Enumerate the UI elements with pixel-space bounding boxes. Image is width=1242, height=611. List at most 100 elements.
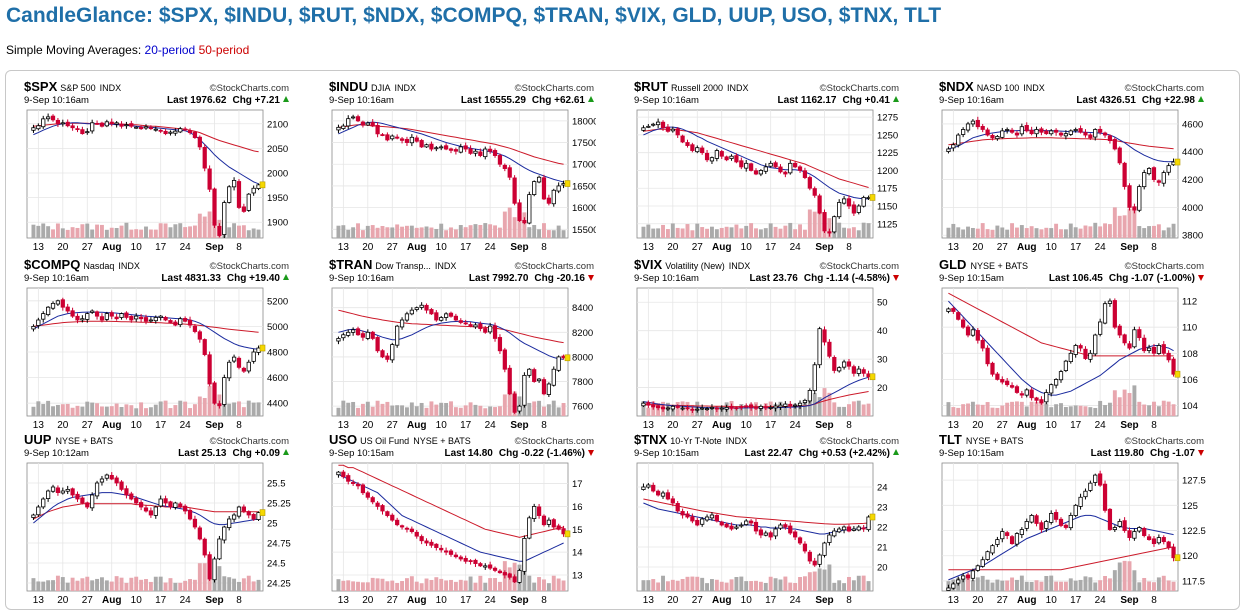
chart-timestamp: 9-Sep 10:15am: [329, 448, 394, 459]
candle-body: [807, 551, 812, 562]
candle-body: [773, 528, 778, 537]
volume-bar: [1098, 226, 1103, 238]
candle-body: [212, 382, 217, 404]
volume-bar: [114, 403, 119, 416]
volume-bar: [990, 407, 995, 416]
candle-body: [90, 494, 95, 509]
x-tick-label: 17: [155, 420, 167, 431]
candle-body: [143, 317, 149, 322]
chart-tnx[interactable]: $TNX 10-Yr T-Note INDX ©StockCharts.com 9-Se…: [633, 433, 901, 609]
x-tick-label: 20: [362, 420, 374, 431]
candle-body: [832, 216, 837, 233]
candle-body: [1029, 129, 1034, 135]
volume-bar: [1024, 406, 1029, 416]
candle-body: [463, 557, 468, 562]
candle-body: [846, 198, 852, 207]
candle-body: [951, 144, 956, 149]
chart-rut[interactable]: $RUT Russell 2000 INDX ©StockCharts.com 9-Se…: [633, 80, 901, 256]
candle-body: [832, 530, 837, 537]
ma20-legend-link[interactable]: 20-period: [144, 43, 196, 57]
candle-body: [109, 312, 114, 317]
candle-body: [1151, 538, 1157, 545]
y-tick-label: 22: [877, 523, 888, 534]
candle-body: [70, 310, 75, 317]
chart-indu[interactable]: $INDU DJIA INDX ©StockCharts.com 9-Sep 10:16…: [328, 80, 596, 256]
volume-bar: [449, 401, 453, 416]
candle-body: [75, 128, 80, 131]
volume-bar: [651, 228, 656, 238]
volume-bar: [478, 224, 483, 238]
y-tick-label: 5200: [267, 296, 288, 307]
chart-spx[interactable]: $SPX S&P 500 INDX ©StockCharts.com 9-Sep 10:…: [23, 80, 291, 256]
volume-bar: [424, 226, 429, 238]
volume-bar: [1083, 225, 1088, 238]
x-tick-label: 10: [1046, 595, 1058, 606]
volume-bar: [237, 401, 241, 416]
chart-last-change: Last 16555.29 Chg +62.61: [461, 95, 586, 106]
volume-bar: [414, 227, 419, 238]
volume-bar: [739, 228, 744, 238]
chart-gld[interactable]: GLD NYSE + BATS ©StockCharts.com 9-Sep 10:1…: [938, 258, 1206, 434]
chart-change: Chg +62.61: [532, 95, 586, 106]
candle-body: [138, 126, 144, 130]
chart-uup[interactable]: UUP NYSE + BATS ©StockCharts.com 9-Sep 10:1…: [23, 433, 291, 609]
candle-body: [675, 128, 680, 136]
volume-bar: [1029, 226, 1034, 238]
candle-body: [94, 482, 100, 497]
chart-compq[interactable]: $COMPQ Nasdaq INDX ©StockCharts.com 9-Sep 10…: [23, 258, 291, 434]
candle-body: [817, 328, 822, 366]
volume-bar: [961, 229, 966, 238]
volume-bar: [866, 403, 871, 416]
chart-vix[interactable]: $VIX Volatility (New) INDX ©StockCharts.com…: [633, 258, 901, 434]
volume-bar: [1054, 581, 1059, 591]
candle-body: [497, 155, 503, 165]
candle-body: [837, 528, 842, 533]
y-tick-label: 4400: [1182, 147, 1203, 158]
candle-body: [665, 407, 671, 410]
volume-bar: [95, 578, 100, 591]
chart-uso[interactable]: USO US Oil Fund NYSE + BATS ©StockCharts.co…: [328, 433, 596, 609]
candle-body: [970, 570, 976, 579]
candle-body: [768, 162, 773, 167]
ma50-legend-link[interactable]: 50-period: [198, 43, 250, 57]
volume-bar: [1019, 401, 1024, 416]
chart-symbol: $COMPQ: [24, 258, 80, 272]
candle-body: [656, 121, 661, 126]
chart-name: 10-Yr T-Note: [670, 436, 721, 446]
candle-body: [1112, 300, 1117, 328]
candle-body: [404, 313, 410, 321]
y-tick-label: 25: [267, 519, 278, 530]
volume-bar: [651, 579, 656, 591]
stockcharts-watermark: ©StockCharts.com: [515, 83, 594, 94]
candle-body: [1044, 392, 1049, 403]
volume-bar: [429, 579, 434, 591]
candle-body: [512, 393, 517, 413]
volume-bar: [434, 577, 439, 591]
chart-tlt[interactable]: TLT NYSE + BATS ©StockCharts.com 9-Sep 10:1…: [938, 433, 1206, 609]
volume-bar: [104, 580, 109, 591]
x-tick-label: 20: [667, 242, 679, 253]
candle-body: [375, 337, 380, 352]
volume-bar: [341, 225, 346, 238]
y-tick-label: 4600: [267, 373, 288, 384]
volume-bar: [31, 406, 36, 416]
volume-bar: [1132, 210, 1137, 238]
ma50-line: [948, 137, 1174, 150]
candle-body: [46, 490, 51, 499]
y-tick-label: 24.25: [267, 579, 291, 590]
volume-bar: [188, 226, 192, 238]
volume-bar: [522, 571, 527, 591]
chart-ndx[interactable]: $NDX NASD 100 INDX ©StockCharts.com 9-Sep 10…: [938, 80, 1206, 256]
ma20-line: [948, 300, 1174, 396]
chart-tran[interactable]: $TRAN Dow Transp... INDX ©StockCharts.com 9-…: [328, 258, 596, 434]
candle-body: [1049, 512, 1054, 523]
volume-bar: [656, 582, 661, 591]
volume-bar: [507, 207, 512, 238]
candle-body: [753, 170, 759, 175]
volume-bar: [80, 224, 85, 238]
volume-bar: [1059, 229, 1063, 238]
candle-body: [158, 129, 163, 132]
candle-body: [1171, 546, 1176, 559]
candle-body: [1000, 531, 1005, 540]
candle-body: [148, 510, 154, 516]
